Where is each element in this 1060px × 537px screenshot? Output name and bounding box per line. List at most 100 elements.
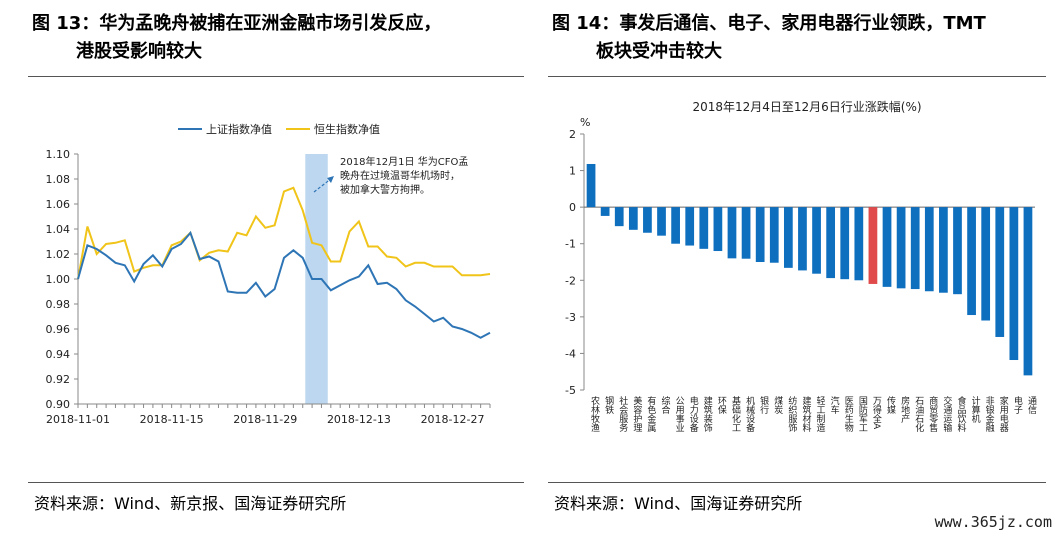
y-tick-label: 0.90: [46, 398, 71, 411]
bar: [671, 207, 680, 244]
bar: [910, 207, 920, 290]
figure-14-top-rule: [548, 76, 1046, 77]
bar: [896, 207, 906, 289]
bar: [741, 207, 751, 259]
bar: [840, 207, 850, 280]
x-tick-label: 2018-11-15: [140, 413, 204, 426]
bar: [600, 207, 610, 216]
category-label: 交通运输: [941, 395, 952, 433]
figure-14-title-line2: 板块受冲击较大: [596, 41, 722, 62]
figure-13-title-line2: 港股受影响较大: [76, 41, 202, 62]
y-tick-label: 1: [569, 165, 576, 178]
figure-13-source: 资料来源：Wind、新京报、国海证券研究所: [34, 494, 347, 513]
category-label: 有色金属: [645, 395, 656, 433]
y-tick-label: 1.08: [46, 173, 71, 186]
category-label: 商贸零售: [927, 395, 938, 433]
bar: [755, 207, 765, 262]
category-label: 社会服务: [617, 395, 628, 433]
category-label: 环保: [716, 396, 727, 415]
y-tick-label: -3: [565, 311, 576, 324]
bar: [699, 207, 709, 249]
y-tick-label: 2: [569, 128, 576, 141]
y-tick-label: 1.04: [46, 223, 71, 236]
category-label: 计算机: [970, 395, 981, 424]
category-label: 农林牧渔: [589, 395, 600, 432]
figure-14-bottom-rule: [548, 482, 1046, 483]
bar: [798, 207, 807, 271]
category-label: 电力设备: [688, 395, 699, 432]
y-tick-label: -4: [565, 347, 576, 360]
bar: [727, 207, 737, 259]
category-label: 石油石化: [913, 396, 924, 433]
bar: [868, 207, 878, 284]
bar: [769, 207, 779, 263]
bar: [1009, 207, 1019, 361]
y-tick-label: -1: [565, 238, 576, 251]
y-tick-label: 0.94: [46, 348, 71, 361]
y-tick-label: 1.00: [46, 273, 71, 286]
category-label: 通信: [1026, 396, 1037, 415]
bar: [783, 207, 793, 268]
bar: [586, 163, 596, 208]
x-tick-label: 2018-11-01: [46, 413, 110, 426]
bar: [826, 207, 836, 279]
bar: [939, 207, 948, 293]
category-label: 电子: [1012, 395, 1023, 414]
watermark: www.365jz.com: [934, 513, 1052, 531]
category-label: 纺织服饰: [786, 395, 797, 433]
bar-chart: 2018年12月4日至12月6日行业涨跌幅(%)% 2 1 0 -1 -2 -3 -4 -5 农林…: [565, 99, 1037, 433]
bar: [1023, 207, 1033, 376]
bar: [685, 207, 695, 246]
category-label: 食品饮料: [955, 395, 966, 433]
figure-14-title: 图 14：事发后通信、电子、家用电器行业领跌，TMT 板块受冲击较大: [552, 10, 1052, 66]
category-label: 基础化工: [730, 395, 741, 432]
annotation-text: 2018年12月1日 华为CFO孟: [340, 155, 468, 168]
category-label: 钢铁: [603, 395, 614, 415]
category-label: 美容护理: [631, 395, 642, 432]
category-label: 家用电器: [998, 395, 1009, 432]
series-line: [77, 186, 491, 280]
bar: [924, 207, 934, 292]
bar: [713, 207, 723, 252]
annotation-arrow: [313, 177, 333, 193]
annotation-text: 被加拿大警方拘押。: [340, 183, 430, 196]
y-tick-label: 1.06: [46, 198, 71, 211]
bar: [812, 207, 821, 274]
category-label: 房地产: [899, 395, 910, 424]
bar: [614, 207, 624, 227]
figure-13-title-line1: 图 13：华为孟晚舟被捕在亚洲金融市场引发反应，: [32, 13, 442, 34]
bar: [628, 207, 638, 230]
category-label: 非银金融: [984, 395, 995, 433]
category-label: 万得全A: [871, 396, 882, 430]
series-line: [77, 230, 491, 339]
category-label: 综合: [660, 395, 671, 415]
category-label: 公用事业: [674, 396, 685, 432]
annotation-text: 晚舟在过境温哥华机场时，: [340, 169, 460, 182]
chart-title: 2018年12月4日至12月6日行业涨跌幅(%): [692, 99, 921, 114]
category-label: 建筑装饰: [702, 395, 713, 433]
category-label: 医药生物: [843, 396, 854, 433]
figure-14-title-line1: 图 14：事发后通信、电子、家用电器行业领跌，TMT: [552, 13, 986, 34]
bar: [657, 207, 666, 236]
bar: [953, 207, 962, 295]
category-label: 传媒: [885, 395, 896, 415]
bar: [981, 207, 991, 321]
y-tick-label: -2: [565, 274, 576, 287]
category-label: 国防军工: [857, 396, 868, 432]
category-label: 建筑材料: [800, 395, 811, 433]
category-label: 银行: [758, 395, 769, 415]
x-tick-label: 2018-11-29: [233, 413, 297, 426]
y-tick-label: 0: [569, 201, 576, 214]
y-tick-label: 1.10: [46, 148, 71, 161]
category-label: 轻工制造: [815, 395, 826, 433]
legend-label: 恒生指数净值: [314, 122, 380, 136]
y-unit-label: %: [580, 116, 590, 129]
category-label: 机械设备: [744, 395, 755, 432]
figure-14-source: 资料来源：Wind、国海证券研究所: [554, 494, 803, 513]
category-label: 汽车: [829, 395, 840, 415]
figure-13-bottom-rule: [28, 482, 524, 483]
y-tick-label: 0.98: [46, 298, 71, 311]
line-chart: 1.10 1.08 1.06 1.04 1.02 1.00 0.98 0.96 0.94 0.92…: [46, 122, 491, 426]
bar: [643, 207, 652, 233]
annotation-arrowhead: [327, 176, 334, 183]
